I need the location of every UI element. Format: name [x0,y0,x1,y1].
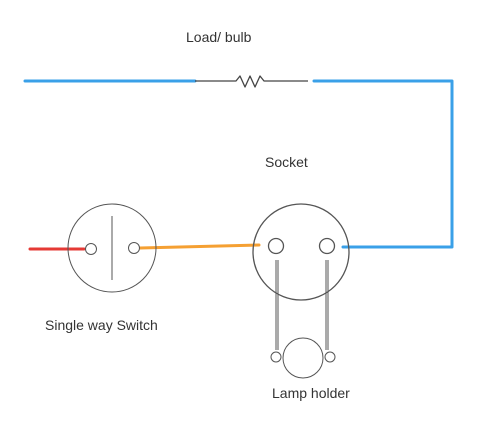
socket-label: Socket [265,154,308,170]
switch-icon [67,203,157,293]
neutral-wire-top-right [312,79,454,249]
switch-label: Single way Switch [45,317,158,333]
switched-wire [138,243,261,250]
lamp-holder-label: Lamp holder [272,385,350,401]
socket-icon [252,203,350,301]
lamp-holder-icon [270,337,336,379]
resistor-icon [195,75,308,88]
lamp-holder-leads [275,260,329,350]
load-bulb-label: Load/ bulb [186,29,252,45]
